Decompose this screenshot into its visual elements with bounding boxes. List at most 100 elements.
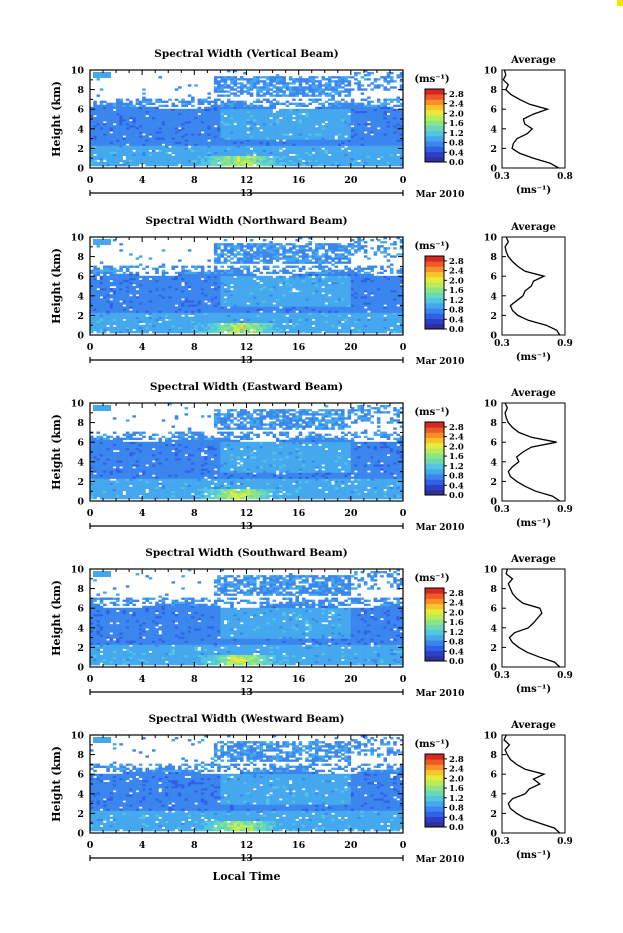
heatmap-cell bbox=[364, 125, 368, 127]
heatmap-cell bbox=[119, 127, 123, 129]
heatmap-cell bbox=[100, 129, 104, 131]
heatmap-cell bbox=[266, 101, 270, 103]
heatmap-cell bbox=[321, 117, 325, 119]
heatmap-cell bbox=[198, 101, 202, 103]
heatmap-cell bbox=[214, 257, 218, 259]
heatmap-cell bbox=[194, 156, 198, 158]
heatmap-cell bbox=[243, 131, 247, 133]
heatmap-cell bbox=[233, 148, 237, 150]
heatmap-cell bbox=[191, 158, 195, 160]
heatmap-cell bbox=[253, 123, 257, 125]
heatmap-cell bbox=[393, 152, 397, 154]
heatmap-cell bbox=[97, 109, 101, 111]
colorbar-swatch bbox=[425, 126, 444, 132]
heatmap-cell bbox=[204, 119, 208, 121]
heatmap-cell bbox=[233, 121, 237, 123]
heatmap-cell bbox=[188, 131, 192, 133]
heatmap-cell bbox=[93, 284, 97, 286]
heatmap-cell bbox=[113, 160, 117, 162]
heatmap-cell bbox=[172, 278, 176, 280]
colorbar-swatch bbox=[425, 110, 444, 116]
heatmap-cell bbox=[227, 327, 231, 329]
heatmap-cell bbox=[142, 321, 146, 323]
heatmap-cell bbox=[250, 156, 254, 158]
heatmap-cell bbox=[100, 101, 104, 103]
heatmap-cell bbox=[374, 146, 378, 148]
heatmap-cell bbox=[129, 317, 133, 319]
heatmap-cell bbox=[348, 131, 352, 133]
heatmap-cell bbox=[168, 129, 172, 131]
heatmap-cell bbox=[351, 137, 355, 139]
heatmap-cell bbox=[318, 146, 322, 148]
heatmap-cell bbox=[198, 150, 202, 152]
heatmap-cell bbox=[289, 76, 293, 78]
heatmap-cell bbox=[158, 329, 162, 331]
heatmap-cell bbox=[341, 160, 345, 162]
heatmap-cell bbox=[341, 119, 345, 121]
heatmap-cell bbox=[266, 123, 270, 125]
heatmap-cell bbox=[230, 76, 234, 78]
heatmap-cell bbox=[361, 131, 365, 133]
heatmap-cell bbox=[106, 150, 110, 152]
heatmap-cell bbox=[318, 88, 322, 90]
heatmap-cell bbox=[338, 121, 342, 123]
heatmap-cell bbox=[302, 105, 306, 107]
heatmap-cell bbox=[119, 135, 123, 137]
heatmap-cell bbox=[158, 154, 162, 156]
heatmap-cell bbox=[247, 113, 251, 115]
heatmap-cell bbox=[178, 162, 182, 164]
heatmap-cell bbox=[126, 115, 130, 117]
heatmap-cell bbox=[396, 144, 400, 146]
heatmap-cell bbox=[383, 133, 387, 135]
heatmap-cell bbox=[396, 97, 400, 99]
heatmap-cell bbox=[383, 123, 387, 125]
heatmap-cell bbox=[217, 300, 221, 302]
heatmap-cell bbox=[393, 162, 397, 164]
heatmap-cell bbox=[282, 117, 286, 119]
heatmap-cell bbox=[344, 80, 348, 82]
heatmap-cell bbox=[374, 156, 378, 158]
heatmap-cell bbox=[230, 243, 234, 245]
heatmap-cell bbox=[126, 274, 130, 276]
heatmap-cell bbox=[188, 137, 192, 139]
heatmap-cell bbox=[256, 105, 260, 107]
heatmap-cell bbox=[308, 76, 312, 78]
heatmap-cell bbox=[331, 123, 335, 125]
heatmap-cell bbox=[119, 125, 123, 127]
heatmap-cell bbox=[263, 146, 267, 148]
heatmap-cell bbox=[201, 162, 205, 164]
heatmap-cell bbox=[145, 160, 149, 162]
heatmap-cell bbox=[321, 109, 325, 111]
heatmap-cell bbox=[207, 294, 211, 296]
heatmap-cell bbox=[289, 131, 293, 133]
heatmap-cell bbox=[305, 86, 309, 88]
heatmap-cell bbox=[142, 127, 146, 129]
heatmap-cell bbox=[158, 323, 162, 325]
heatmap-cell bbox=[240, 306, 244, 308]
heatmap-cell bbox=[191, 274, 195, 276]
heatmap-cell bbox=[191, 280, 195, 282]
heatmap-cell bbox=[312, 125, 316, 127]
heatmap-cell bbox=[181, 148, 185, 150]
heatmap-cell bbox=[299, 146, 303, 148]
heatmap-cell bbox=[224, 247, 228, 249]
heatmap-cell bbox=[390, 78, 394, 80]
heatmap-cell bbox=[158, 327, 162, 329]
heatmap-cell bbox=[93, 300, 97, 302]
heatmap-cell bbox=[230, 262, 234, 264]
heatmap-cell bbox=[338, 135, 342, 137]
heatmap-cell bbox=[328, 150, 332, 152]
heatmap-cell bbox=[237, 137, 241, 139]
heatmap-cell bbox=[158, 115, 162, 117]
heatmap-cell bbox=[132, 109, 136, 111]
heatmap-cell bbox=[168, 133, 172, 135]
heatmap-cell bbox=[185, 125, 189, 127]
heatmap-cell bbox=[302, 144, 306, 146]
heatmap-cell bbox=[126, 323, 130, 325]
heatmap-cell bbox=[331, 141, 335, 143]
heatmap-cell bbox=[295, 121, 299, 123]
heatmap-cell bbox=[227, 139, 231, 141]
heatmap-cell bbox=[361, 117, 365, 119]
heatmap-cell bbox=[260, 139, 264, 141]
heatmap-cell bbox=[188, 129, 192, 131]
